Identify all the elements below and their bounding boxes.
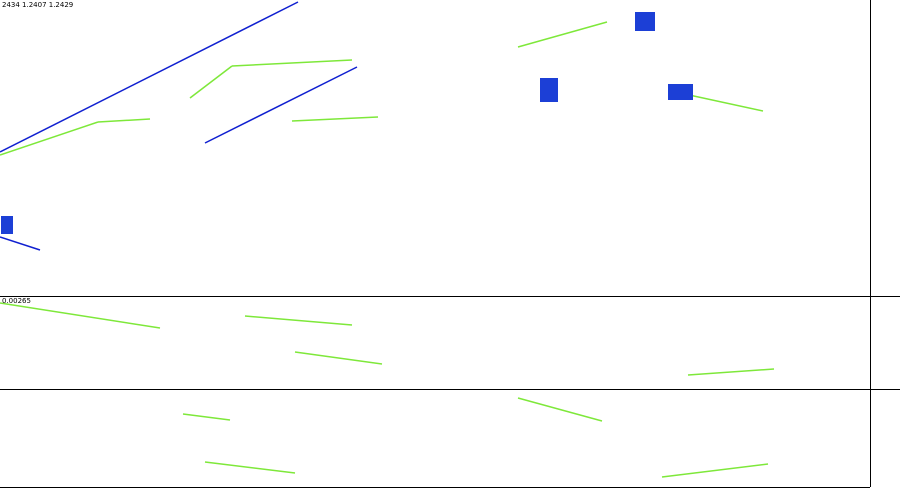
highlight-box [635, 12, 655, 31]
price-header: 2434 1.2407 1.2429 [2, 1, 73, 9]
highlight-box [540, 78, 558, 102]
channel-line [0, 1, 299, 153]
highlight-box [1, 216, 13, 234]
frame [0, 0, 900, 488]
trend-line [204, 461, 296, 474]
trend-line [517, 397, 603, 422]
trend-line [517, 21, 608, 48]
trend-line [0, 121, 99, 156]
trend-line [294, 351, 383, 365]
macd-header: 0.00265 [2, 297, 31, 305]
trend-line [231, 59, 353, 67]
trend-line [189, 65, 233, 99]
annotations [0, 1, 775, 478]
trend-line [182, 413, 231, 421]
trend-line [687, 368, 775, 376]
trend-line [679, 92, 764, 112]
trend-line [0, 302, 161, 329]
channel-line [0, 236, 41, 251]
channel-line [204, 66, 358, 144]
trend-line [661, 463, 769, 478]
trend-line [291, 116, 379, 122]
highlight-boxes [1, 12, 693, 234]
trend-line [97, 118, 151, 123]
highlight-box [668, 84, 693, 100]
trend-line [244, 315, 353, 326]
